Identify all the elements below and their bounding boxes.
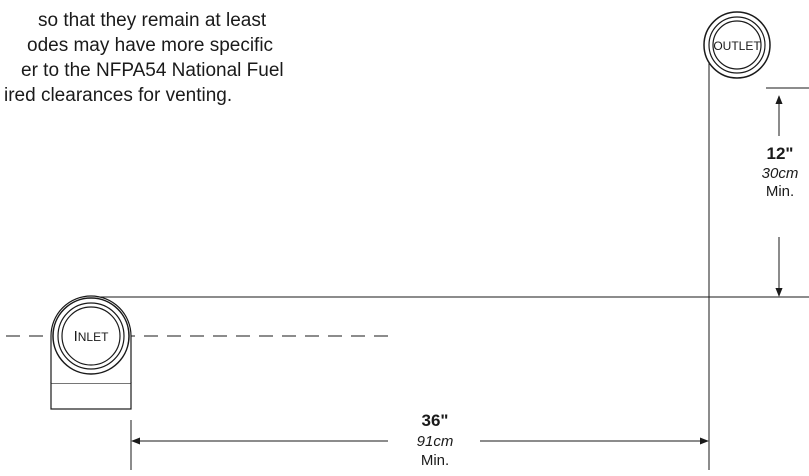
horizontal-clearance-dimension: 36" 91cm Min. [131, 411, 709, 469]
intro-line-2: odes may have more specific [27, 35, 274, 56]
vertical-clearance-metric: 30cm [762, 165, 799, 182]
intro-text-block: so that they remain at least odes may ha… [0, 8, 360, 108]
outlet-pipe-middle-ring [708, 16, 766, 74]
vertical-clearance-note: Min. [766, 183, 794, 200]
inlet-pipe-middle-ring [57, 302, 125, 370]
outlet-fitting: OUTLET [703, 11, 771, 79]
outlet-pipe-outer-ring [703, 11, 771, 79]
outlet-pipe-inner-ring [712, 20, 762, 70]
inlet-pipe-inner-ring [61, 306, 121, 366]
horizontal-clearance-imperial: 36" [422, 411, 449, 430]
inlet-fitting: INLET [50, 295, 132, 410]
inlet-pipe-outer-ring [52, 297, 130, 375]
horizontal-clearance-note: Min. [421, 452, 449, 469]
outlet-label: OUTLET [713, 39, 761, 53]
horizontal-clearance-metric: 91cm [417, 433, 454, 450]
vertical-clearance-imperial: 12" [767, 144, 794, 163]
inlet-fitting-base [50, 382, 132, 410]
vertical-clearance-dimension: 12" 30cm Min. [762, 95, 799, 297]
intro-line-3: er to the NFPA54 National Fuel [21, 60, 284, 81]
inlet-label: INLET [74, 328, 110, 345]
intro-line-4: ired clearances for venting. [4, 85, 233, 106]
intro-line-1: so that they remain at least [38, 10, 267, 31]
